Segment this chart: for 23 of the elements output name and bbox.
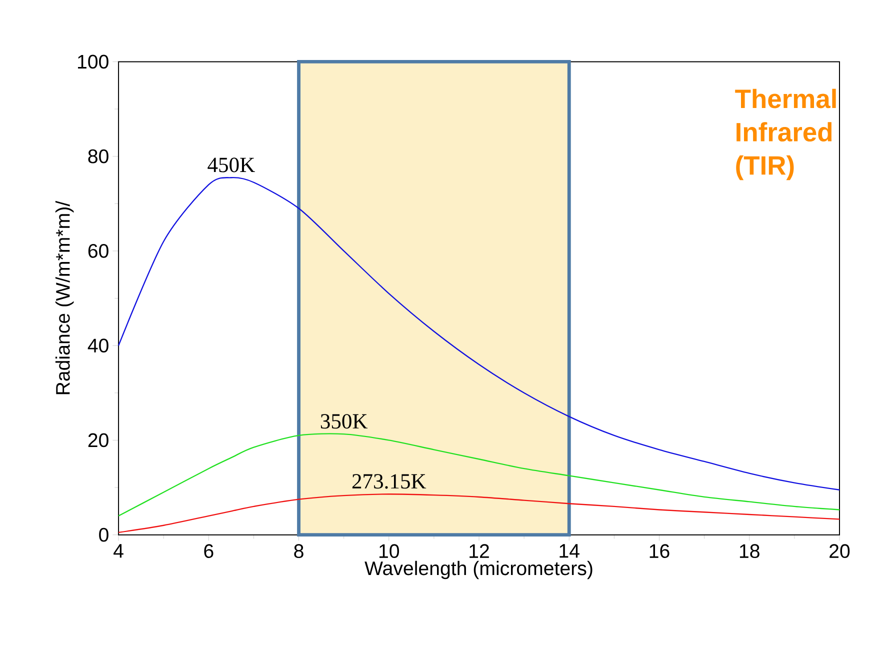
x-tick-label: 16 [650, 544, 670, 558]
series-label: 350K [320, 414, 368, 429]
x-tick-label: 6 [204, 544, 214, 558]
y-tick-label: 20 [88, 434, 108, 448]
line-series [118, 494, 840, 534]
annotation: Thermal Infrared (TIR) [735, 89, 836, 180]
series-label: 450K [208, 158, 255, 172]
y-tick-label: 0 [99, 528, 108, 542]
line-series [118, 433, 840, 517]
x-tick-label: 10 [379, 544, 400, 558]
x-axis-title: Wavelength (micrometers) [364, 561, 592, 580]
x-tick-label: 12 [470, 544, 489, 558]
series-label: 273.15K [352, 474, 426, 489]
x-tick-label: 8 [294, 544, 304, 558]
y-axis-title: Radiance (W/m*m*m)/ [55, 201, 74, 394]
y-tick-label: 80 [88, 150, 108, 164]
y-tick-label: 100 [78, 55, 108, 69]
y-tick-label: 60 [88, 244, 108, 258]
x-tick-label: 4 [114, 544, 124, 558]
x-tick-label: 20 [830, 544, 850, 558]
x-tick-label: 18 [740, 544, 760, 558]
y-tick-label: 40 [88, 338, 108, 353]
x-tick-label: 14 [560, 544, 580, 558]
